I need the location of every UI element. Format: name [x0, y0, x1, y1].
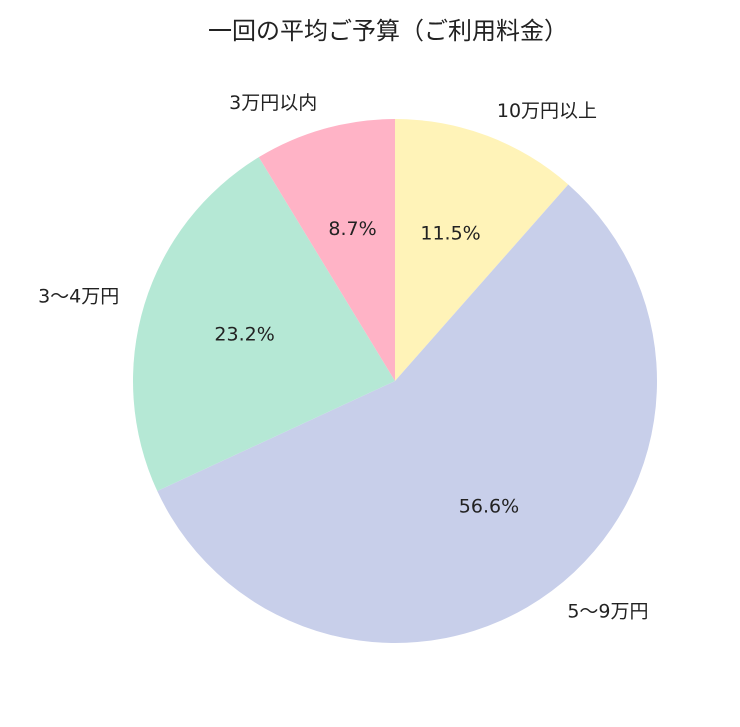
pie-slice: [395, 119, 569, 381]
category-label: 5〜9万円: [567, 601, 648, 623]
chart-title: 一回の平均ご予算（ご利用料金）: [208, 17, 568, 45]
value-label: 56.6%: [459, 496, 519, 518]
pie-slice: [157, 184, 657, 644]
pie-slice: [133, 157, 395, 492]
category-label: 3〜4万円: [38, 286, 119, 308]
pie-slice: [258, 119, 395, 381]
value-label: 23.2%: [214, 324, 274, 346]
category-label: 3万円以内: [229, 92, 317, 114]
value-label: 11.5%: [420, 222, 480, 244]
category-label: 10万円以上: [497, 100, 597, 122]
value-label: 8.7%: [328, 218, 376, 240]
